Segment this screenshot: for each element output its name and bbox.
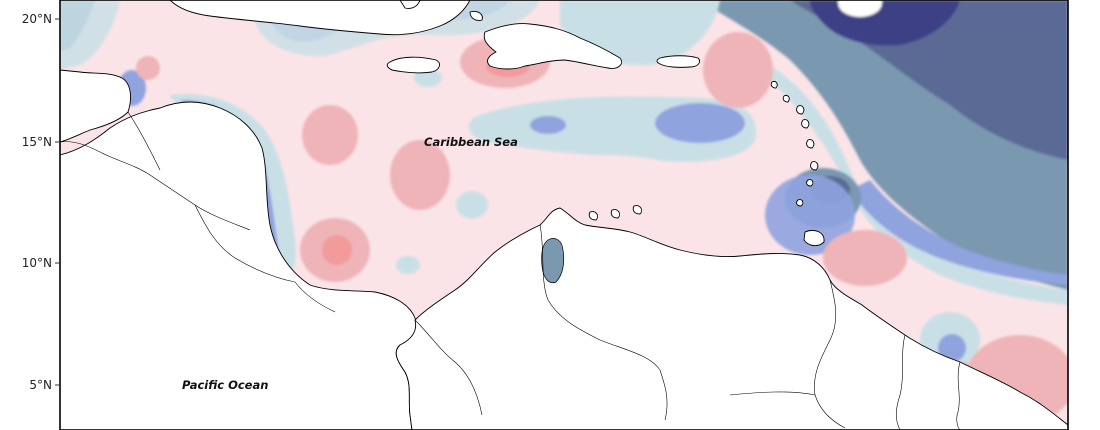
anomaly-region [938, 334, 966, 362]
anomaly-region [414, 69, 442, 87]
anomaly-region [322, 235, 352, 265]
border-line [895, 334, 906, 430]
y-tick-label: 10°N [22, 256, 52, 270]
abc-island [632, 205, 643, 215]
lesser-antilles-island [806, 139, 815, 149]
y-tick-label: 15°N [22, 135, 52, 149]
cuba [169, 0, 471, 36]
anomaly-region [302, 105, 358, 165]
lake-maracaibo [541, 238, 565, 284]
land-layer [60, 0, 1068, 430]
lesser-antilles-island [770, 81, 778, 89]
border-line [814, 279, 846, 429]
anomaly-region [456, 191, 488, 219]
bahamas-island [469, 11, 483, 21]
anomaly-region [823, 230, 907, 286]
lesser-antilles-island [782, 95, 790, 103]
border-line [127, 111, 161, 171]
anomaly-region [655, 103, 745, 143]
y-axis: 20°N 15°N 10°N 5°N [22, 12, 60, 392]
anomaly-region [490, 155, 710, 225]
jamaica [386, 56, 440, 74]
anomaly-region [530, 116, 566, 134]
y-tick-label: 5°N [29, 378, 52, 392]
border-line [414, 319, 483, 416]
border-line [294, 281, 336, 313]
abc-island [588, 211, 599, 221]
abc-island [610, 209, 621, 219]
border-line [539, 224, 668, 421]
puerto-rico [656, 55, 701, 68]
lesser-antilles-island [796, 199, 804, 207]
anomaly-region [136, 56, 160, 80]
anomaly-region [838, 0, 882, 17]
hispaniola [483, 23, 623, 70]
anomaly-region [850, 180, 1068, 285]
trinidad [803, 230, 825, 247]
anomaly-region [765, 175, 855, 255]
anomaly-region [396, 256, 420, 274]
lesser-antilles-island [801, 119, 810, 129]
caribbean-sea-label: Caribbean Sea [424, 135, 518, 149]
country-borders [60, 111, 961, 430]
lesser-antilles-island [796, 105, 805, 115]
anomaly-region [703, 32, 773, 108]
border-line [956, 361, 961, 430]
border-line [60, 141, 251, 231]
anomaly-region [760, 60, 1068, 305]
border-line [194, 204, 296, 283]
anomaly-region [390, 140, 450, 210]
lesser-antilles-island [806, 179, 814, 187]
south-america-landmass [395, 207, 1068, 430]
lesser-antilles-island [810, 161, 819, 171]
y-tick-label: 20°N [22, 12, 52, 26]
anomaly-region [60, 0, 120, 70]
pacific-ocean-label: Pacific Ocean [182, 378, 268, 392]
border-line [729, 391, 816, 396]
plot-frame [59, 0, 1069, 430]
